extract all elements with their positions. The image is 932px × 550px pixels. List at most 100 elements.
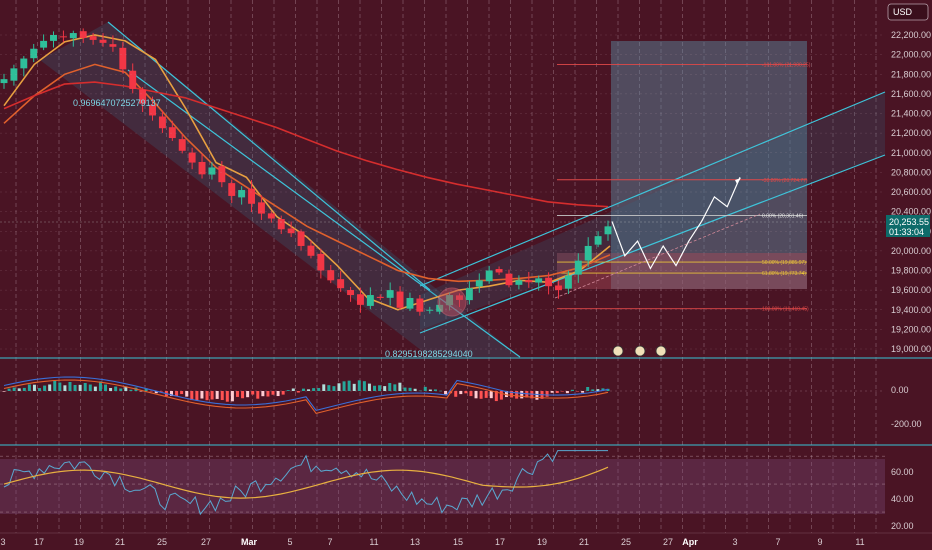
ascending-channel — [419, 91, 886, 334]
macd-bar — [291, 388, 295, 391]
candle-body — [79, 31, 87, 38]
price-tick-label: 22,000.00 — [891, 50, 931, 60]
time-tick-label: 3 — [0, 537, 5, 547]
price-tick-label: 20,600.00 — [891, 187, 931, 197]
candle-body — [347, 290, 355, 296]
macd-bar — [555, 391, 559, 393]
fib-label: 0.00% (20,361.46) — [762, 213, 803, 219]
time-tick-label: 11 — [855, 537, 864, 547]
macd-bar — [393, 384, 397, 391]
candlesticks — [0, 28, 612, 316]
candle-body — [287, 228, 295, 234]
macd-bar — [545, 391, 549, 397]
time-tick-label: 9 — [817, 537, 822, 547]
macd-bar — [454, 391, 458, 397]
macd-bar — [307, 389, 311, 391]
macd-bar — [560, 391, 564, 392]
macd-bar — [357, 380, 361, 391]
rsi-tick-20: 20.00 — [891, 521, 914, 531]
rsi-tick-60: 60.00 — [891, 467, 914, 477]
macd-bar — [144, 388, 148, 391]
macd-signal-line — [3, 379, 609, 415]
rsi-tick-40: 40.00 — [891, 494, 914, 504]
macd-bar — [195, 391, 199, 401]
candle-body — [129, 70, 137, 89]
macd-tick-neg200: -200.00 — [891, 419, 922, 429]
macd-bar — [570, 389, 574, 391]
fib-label: 61.80% (19,773.74) — [762, 271, 806, 277]
vertical-gridlines — [15, 0, 877, 533]
price-tick-label: 22,200.00 — [891, 30, 931, 40]
macd-bar — [48, 384, 52, 391]
macd-bar — [489, 391, 493, 399]
macd-bar — [139, 391, 143, 392]
price-tick-label: 21,200.00 — [891, 128, 931, 138]
macd-bar — [413, 388, 417, 391]
macd-bar — [251, 391, 255, 395]
candle-body — [158, 116, 166, 129]
macd-bar — [378, 385, 382, 391]
candle-body — [485, 270, 493, 282]
time-tick-label: 27 — [663, 537, 673, 547]
macd-bar — [494, 391, 498, 402]
macd-bar — [114, 386, 118, 391]
price-tick-label: 19,400.00 — [891, 305, 931, 315]
candle-body — [495, 269, 503, 273]
candle-body — [465, 288, 473, 301]
macd-bar — [175, 391, 179, 397]
candle-body — [248, 188, 256, 204]
macd-bar — [576, 391, 580, 392]
macd-bar — [296, 391, 300, 393]
candle-body — [515, 280, 523, 285]
macd-bar — [596, 389, 600, 391]
candle-body — [376, 296, 384, 298]
moving-average-line — [3, 81, 609, 208]
macd-bar — [383, 386, 387, 391]
macd-bar — [342, 381, 346, 391]
macd-bar — [530, 391, 534, 399]
currency-button[interactable] — [887, 3, 929, 21]
time-tick-label: 19 — [74, 537, 84, 547]
candle-body — [267, 213, 275, 219]
time-tick-label: 5 — [287, 537, 292, 547]
macd-bar — [93, 386, 97, 391]
macd-bar — [256, 391, 260, 399]
candle-body — [30, 48, 38, 59]
macd-bar — [68, 382, 72, 391]
candle-body — [574, 260, 582, 275]
macd-bar — [200, 391, 204, 399]
candle-body — [149, 104, 156, 116]
price-tick-label: 21,400.00 — [891, 109, 931, 119]
macd-bar — [601, 388, 605, 391]
candle-body — [327, 270, 335, 281]
price-tick-label: 20,000.00 — [891, 246, 931, 256]
time-tick-label: 25 — [157, 537, 167, 547]
event-icons[interactable] — [612, 345, 667, 357]
time-tick-label: 21 — [579, 537, 589, 547]
macd-bar — [312, 388, 316, 391]
time-tick-label: 17 — [495, 537, 505, 547]
macd-bar — [7, 388, 11, 391]
price-axis[interactable]: 19,000.00 19,200.00 19,400.00 19,600.00 19,8… — [0, 30, 931, 354]
macd-bar — [403, 387, 407, 391]
fib-label: -161.80% (21,900.25) — [762, 62, 811, 68]
price-tick-label: 19,600.00 — [891, 285, 931, 295]
macd-bar — [499, 391, 503, 400]
macd-bar — [154, 391, 158, 394]
candle-body — [416, 298, 424, 312]
candle-body — [505, 273, 513, 286]
macd-bar — [266, 391, 270, 397]
time-tick-label: 3 — [732, 537, 737, 547]
candle-body — [109, 44, 117, 47]
time-tick-label: 21 — [115, 537, 125, 547]
candle-body — [139, 89, 147, 104]
macd-bar — [124, 386, 128, 391]
candle-body — [564, 275, 572, 289]
time-tick-label: 25 — [621, 537, 631, 547]
candle-body — [525, 280, 533, 283]
macd-bar — [504, 391, 508, 398]
time-axis[interactable]: 3 17 19 21 25 27 Mar 5 7 11 13 15 17 19 21 25 27 Apr 3 7 9 11 — [0, 537, 864, 547]
time-tick-label: 19 — [537, 537, 547, 547]
macd-bar — [479, 391, 483, 399]
